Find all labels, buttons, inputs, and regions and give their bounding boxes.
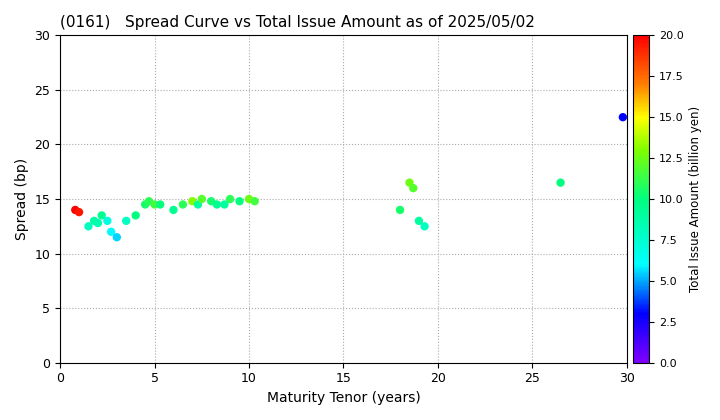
- Y-axis label: Total Issue Amount (billion yen): Total Issue Amount (billion yen): [689, 106, 702, 292]
- Point: [419, 223, 431, 230]
- Point: [168, 207, 179, 213]
- Point: [111, 234, 122, 241]
- Point: [140, 201, 151, 208]
- Point: [555, 179, 567, 186]
- Point: [149, 201, 161, 208]
- X-axis label: Maturity Tenor (years): Maturity Tenor (years): [266, 391, 420, 405]
- Point: [205, 198, 217, 205]
- Point: [404, 179, 415, 186]
- Point: [243, 196, 255, 202]
- Point: [617, 114, 629, 121]
- Point: [70, 207, 81, 213]
- Point: [83, 223, 94, 230]
- Point: [120, 218, 132, 224]
- Point: [155, 201, 166, 208]
- Point: [196, 196, 207, 202]
- Point: [186, 198, 198, 205]
- Point: [89, 218, 100, 224]
- Point: [192, 201, 204, 208]
- Point: [96, 212, 107, 219]
- Point: [408, 185, 419, 192]
- Point: [249, 198, 261, 205]
- Point: [105, 228, 117, 235]
- Point: [413, 218, 425, 224]
- Point: [130, 212, 141, 219]
- Y-axis label: Spread (bp): Spread (bp): [15, 158, 29, 240]
- Point: [219, 201, 230, 208]
- Point: [395, 207, 406, 213]
- Point: [211, 201, 222, 208]
- Point: [92, 220, 104, 226]
- Text: (0161)   Spread Curve vs Total Issue Amount as of 2025/05/02: (0161) Spread Curve vs Total Issue Amoun…: [60, 15, 535, 30]
- Point: [234, 198, 246, 205]
- Point: [102, 218, 113, 224]
- Point: [73, 209, 85, 215]
- Point: [225, 196, 236, 202]
- Point: [177, 201, 189, 208]
- Point: [143, 198, 155, 205]
